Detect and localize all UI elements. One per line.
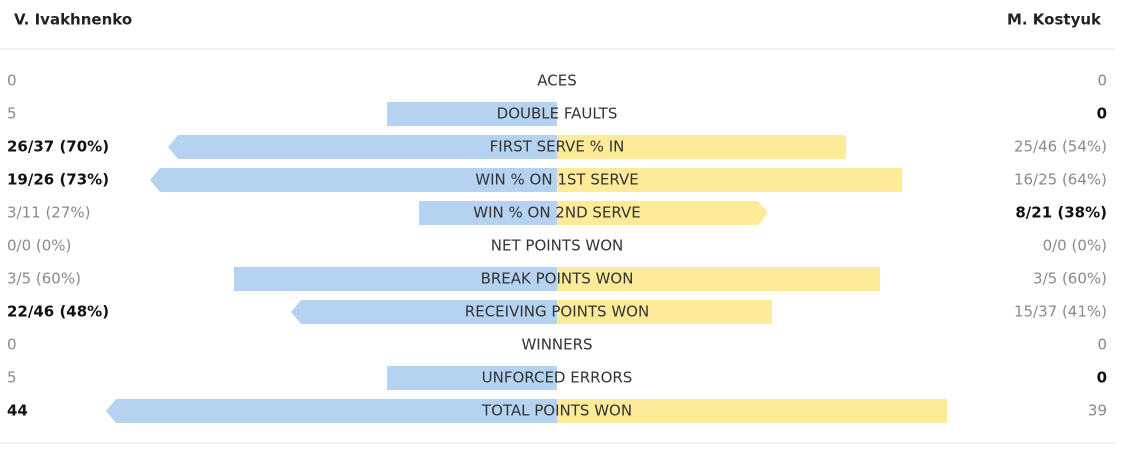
stat-label: WIN % ON 1ST SERVE [475,171,638,189]
stat-label: NET POINTS WON [491,237,623,255]
stat-label: BREAK POINTS WON [481,270,634,288]
left-bar [234,267,557,291]
right-bar [557,135,846,159]
right-value: 15/37 (41%) [1014,303,1107,321]
stat-label: UNFORCED ERRORS [482,369,633,387]
right-value: 0 [1097,105,1107,123]
right-value: 0 [1097,369,1107,387]
right-bar [557,300,772,324]
right-bar [557,168,902,192]
left-value: 3/11 (27%) [7,204,91,222]
stat-label: WINNERS [521,336,592,354]
right-value: 0 [1097,336,1107,354]
right-value: 0 [1097,72,1107,90]
left-value: 5 [7,105,17,123]
left-bar [387,366,557,390]
stat-label: RECEIVING POINTS WON [465,303,649,321]
left-value: 0 [7,72,17,90]
left-value: 44 [7,402,28,420]
bars [106,102,947,423]
left-value: 0 [7,336,17,354]
right-bar [557,399,947,423]
right-value: 25/46 (54%) [1014,138,1107,156]
left-value: 3/5 (60%) [7,270,81,288]
right-bar [557,267,880,291]
stat-label: DOUBLE FAULTS [497,105,618,123]
right-value: 3/5 (60%) [1033,270,1107,288]
left-bar [106,399,557,423]
stat-label: ACES [537,72,576,90]
right-player: M. Kostyuk [1007,11,1102,29]
left-bar [419,201,557,225]
right-value: 39 [1088,402,1107,420]
right-bar [557,201,768,225]
left-bar [168,135,557,159]
right-value: 16/25 (64%) [1014,171,1107,189]
stat-label: FIRST SERVE % IN [490,138,625,156]
stat-label: TOTAL POINTS WON [481,402,632,420]
left-value: 26/37 (70%) [7,138,109,156]
left-bar [291,300,557,324]
right-value: 0/0 (0%) [1043,237,1107,255]
left-value: 5 [7,369,17,387]
left-value: 22/46 (48%) [7,303,109,321]
left-value: 0/0 (0%) [7,237,71,255]
left-player: V. Ivakhnenko [14,11,132,29]
left-bar [150,168,557,192]
left-value: 19/26 (73%) [7,171,109,189]
stat-label: WIN % ON 2ND SERVE [473,204,640,222]
right-value: 8/21 (38%) [1015,204,1107,222]
left-bar [387,102,557,126]
